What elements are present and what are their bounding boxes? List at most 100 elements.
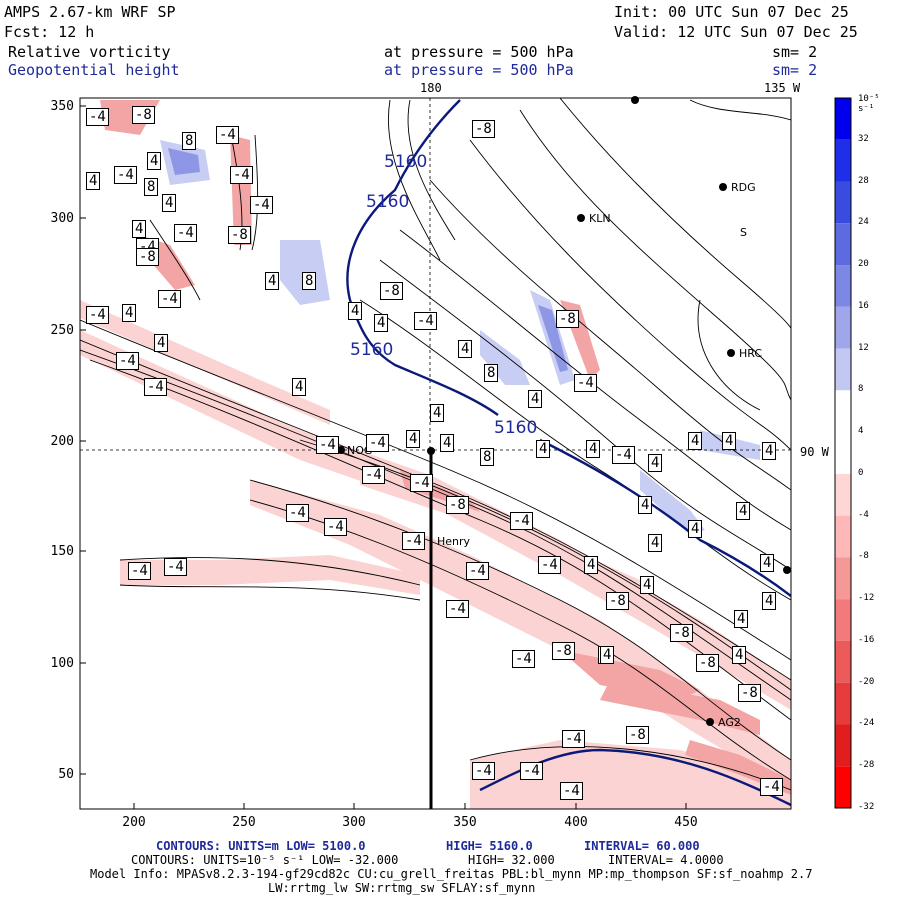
contour-label: -4 [230, 166, 253, 184]
x-tick-400: 400 [564, 815, 588, 830]
y-tick-200: 200 [50, 434, 74, 449]
lon-label-135w: 135 W [764, 81, 801, 95]
colorbar-label: -16 [858, 634, 875, 645]
contour-label: 4 [586, 440, 601, 458]
colorbar-unit: 10⁻⁵ s⁻¹ [858, 94, 880, 114]
contour-label: -8 [606, 592, 629, 610]
station-marker [727, 349, 735, 357]
colorbar-label: 8 [858, 384, 864, 395]
contour-label: -8 [670, 624, 693, 642]
contour-label: 4 [147, 152, 162, 170]
colorbar-label: -28 [858, 760, 875, 771]
contour-label: -4 [410, 474, 433, 492]
contour-label: -4 [324, 518, 347, 536]
contour-label: 4 [688, 520, 703, 538]
station-label: KLN [589, 212, 611, 225]
station-label: AG2 [718, 716, 741, 729]
contour-label: 4 [638, 496, 653, 514]
contour-label: -4 [560, 782, 583, 800]
colorbar-label: 24 [858, 217, 869, 228]
contour-label: 4 [430, 404, 445, 422]
init-time: Init: 00 UTC Sun 07 Dec 25 [614, 3, 849, 21]
contour-label: -8 [738, 684, 761, 702]
station-marker [577, 214, 585, 222]
station-label: RDG [731, 181, 756, 194]
contour-label: 4 [762, 442, 777, 460]
contour-label: -4 [316, 436, 339, 454]
contour-label: -8 [228, 226, 251, 244]
contour-label: -4 [512, 650, 535, 668]
contour-label: -8 [136, 248, 159, 266]
station-marker [719, 183, 727, 191]
contour-label: 4 [688, 432, 703, 450]
field1-level: at pressure = 500 hPa [384, 43, 574, 61]
contour-label: -4 [612, 446, 635, 464]
contour-label: 4 [122, 304, 137, 322]
contour-label: -8 [626, 726, 649, 744]
contour-label: -4 [446, 600, 469, 618]
contour-label: 4 [374, 314, 389, 332]
station-label: S [740, 226, 747, 239]
contour-label: 4 [406, 430, 421, 448]
y-tick-350: 350 [50, 99, 74, 114]
colorbar-label: -24 [858, 718, 875, 729]
contour-label: 4 [648, 454, 663, 472]
x-tick-350: 350 [453, 815, 477, 830]
vort-contour-high: HIGH= 32.000 [468, 853, 555, 867]
y-tick-100: 100 [50, 656, 74, 671]
contour-label: -8 [446, 496, 469, 514]
contour-label: 4 [734, 610, 749, 628]
contour-label: 4 [458, 340, 473, 358]
contour-label: 8 [302, 272, 317, 290]
height-contour-info: CONTOURS: UNITS=m LOW= 5100.0 [156, 839, 366, 853]
colorbar-label: 20 [858, 259, 869, 270]
y-tick-150: 150 [50, 544, 74, 559]
contour-label: 4 [732, 646, 747, 664]
contour-label: -4 [362, 466, 385, 484]
contour-label: 4 [640, 576, 655, 594]
contour-label: -4 [86, 306, 109, 324]
contour-label: 4 [528, 390, 543, 408]
contour-label: -4 [164, 558, 187, 576]
contour-label: -4 [366, 434, 389, 452]
station-label: Henry [437, 535, 471, 548]
contour-label: -4 [510, 512, 533, 530]
contour-label: 4 [162, 194, 177, 212]
contour-label: -4 [414, 312, 437, 330]
model-info-2: LW:rrtmg_lw SW:rrtmg_sw SFLAY:sf_mynn [268, 881, 536, 895]
y-tick-300: 300 [50, 211, 74, 226]
station-marker [706, 718, 714, 726]
contour-label: -4 [86, 108, 109, 126]
field1-name: Relative vorticity [8, 43, 171, 61]
y-tick-50: 50 [58, 767, 74, 782]
height-label: 5160 [350, 340, 394, 360]
contour-label: 4 [154, 334, 169, 352]
model-title: AMPS 2.67-km WRF SP [4, 3, 176, 21]
contour-label: -4 [574, 374, 597, 392]
model-info: Model Info: MPASv8.2.3-194-gf29cd82c CU:… [90, 867, 813, 881]
contour-label: -4 [520, 762, 543, 780]
x-tick-200: 200 [122, 815, 146, 830]
field2-smoothing: sm= 2 [772, 61, 818, 79]
contour-label: -4 [402, 532, 425, 550]
station-marker [337, 446, 345, 454]
contour-label: -8 [132, 106, 155, 124]
height-contour-high: HIGH= 5160.0 [446, 839, 533, 853]
contour-label: 4 [760, 554, 775, 572]
contour-label: -4 [128, 562, 151, 580]
contour-label: -4 [116, 352, 139, 370]
colorbar-label: 0 [858, 467, 864, 478]
colorbar-label: -12 [858, 593, 875, 604]
contour-label: -8 [556, 310, 579, 328]
colorbar-label: 32 [858, 133, 869, 144]
contour-label: 4 [722, 432, 737, 450]
contour-label: -4 [174, 224, 197, 242]
contour-label: -4 [466, 562, 489, 580]
contour-label: 4 [265, 272, 280, 290]
contour-label: 4 [584, 556, 599, 574]
field2-name: Geopotential height [8, 61, 180, 79]
contour-label: 4 [132, 220, 147, 238]
contour-label: 8 [182, 132, 197, 150]
contour-label: 4 [762, 592, 777, 610]
